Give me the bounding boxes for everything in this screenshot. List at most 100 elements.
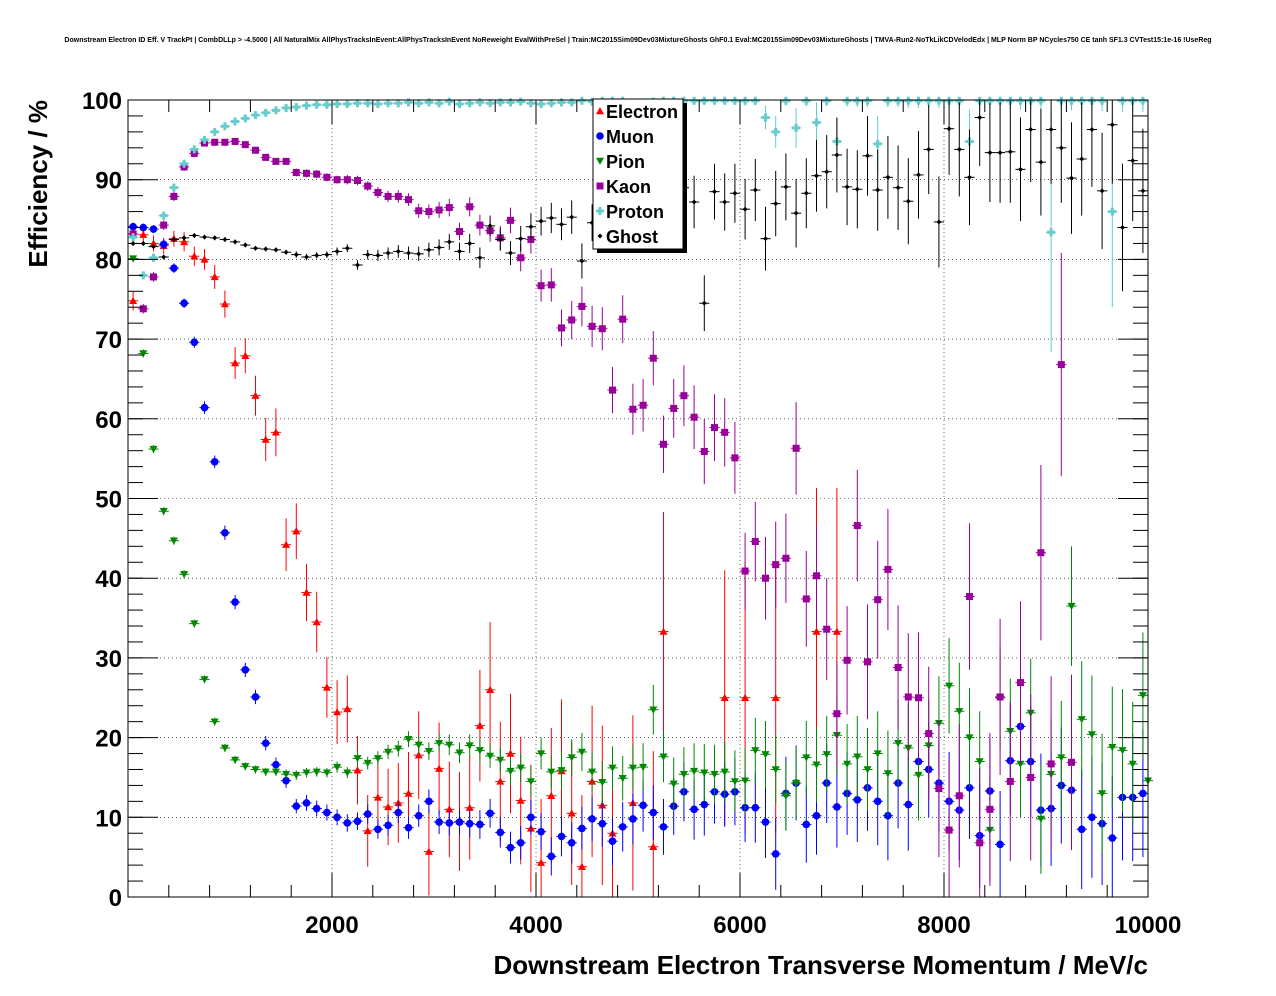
data-point xyxy=(282,776,290,785)
data-point xyxy=(996,693,1004,701)
data-point xyxy=(354,176,361,184)
data-point xyxy=(486,752,495,760)
data-point xyxy=(129,296,138,305)
data-point xyxy=(426,247,432,253)
data-point xyxy=(619,315,627,323)
data-point xyxy=(333,813,341,822)
data-point xyxy=(457,248,462,254)
y-tick-label: 80 xyxy=(95,247,122,274)
data-point xyxy=(885,174,891,180)
data-point xyxy=(1067,602,1076,611)
data-point xyxy=(486,685,495,693)
data-point xyxy=(751,538,759,546)
data-point xyxy=(445,805,454,813)
data-point xyxy=(312,804,321,813)
series-muon xyxy=(128,222,1148,897)
data-point xyxy=(618,775,627,783)
data-point xyxy=(1058,145,1064,151)
data-point xyxy=(1138,96,1147,105)
data-point xyxy=(701,300,707,306)
data-point xyxy=(966,593,973,601)
data-point xyxy=(802,96,811,105)
data-point xyxy=(169,537,178,545)
data-point xyxy=(710,96,719,105)
y-tick-label: 90 xyxy=(95,168,122,195)
data-point xyxy=(292,802,301,810)
data-point xyxy=(191,232,197,238)
data-point xyxy=(1016,96,1025,105)
x-tick-label: 10000 xyxy=(1115,912,1182,939)
data-point xyxy=(915,694,922,702)
data-point xyxy=(1027,773,1035,781)
data-point xyxy=(171,236,177,242)
data-point xyxy=(312,100,321,109)
data-point xyxy=(741,693,750,701)
data-point xyxy=(159,508,168,516)
data-point xyxy=(161,254,167,260)
data-point xyxy=(251,111,260,120)
data-point xyxy=(210,458,219,466)
data-point xyxy=(996,840,1004,849)
data-point xyxy=(261,768,270,776)
legend-label-proton: Proton xyxy=(606,202,664,222)
data-point xyxy=(577,862,586,870)
y-tick-label: 10 xyxy=(95,805,122,832)
data-point xyxy=(322,100,331,109)
data-point xyxy=(875,187,881,193)
data-point xyxy=(272,157,280,165)
data-point xyxy=(700,96,709,105)
data-point xyxy=(404,735,413,744)
data-point xyxy=(629,405,637,413)
data-point xyxy=(977,115,983,121)
data-point xyxy=(140,240,146,246)
data-point xyxy=(324,252,330,258)
data-point xyxy=(394,808,403,817)
data-point xyxy=(271,768,280,776)
data-point xyxy=(537,827,545,836)
legend-marker-kaon xyxy=(596,182,604,190)
data-point xyxy=(609,386,616,394)
data-point xyxy=(487,223,493,229)
data-point xyxy=(139,271,148,280)
data-point xyxy=(516,839,525,847)
data-point xyxy=(863,96,872,105)
data-point xyxy=(1128,760,1137,768)
data-point xyxy=(639,763,648,772)
data-point xyxy=(200,135,209,144)
data-point xyxy=(659,753,668,761)
data-point xyxy=(221,528,229,537)
data-point xyxy=(343,819,352,827)
data-point xyxy=(477,255,483,261)
data-point xyxy=(741,777,750,785)
data-point xyxy=(129,222,137,231)
data-point xyxy=(608,764,617,772)
data-point xyxy=(579,258,585,264)
data-point xyxy=(710,771,719,779)
data-point xyxy=(435,764,444,772)
data-point xyxy=(232,239,238,245)
data-point xyxy=(212,235,218,241)
data-point xyxy=(567,98,576,107)
data-point xyxy=(1036,815,1045,823)
data-point xyxy=(771,693,780,701)
data-point xyxy=(334,248,340,254)
data-point xyxy=(660,440,667,448)
data-point xyxy=(843,656,851,664)
data-point xyxy=(506,98,515,107)
data-point xyxy=(210,272,219,281)
data-point xyxy=(465,99,474,108)
data-point xyxy=(466,203,474,211)
data-point xyxy=(761,751,770,759)
data-point xyxy=(424,847,433,855)
data-point xyxy=(547,281,555,289)
data-point xyxy=(751,803,760,812)
data-point xyxy=(200,403,209,412)
data-point xyxy=(567,754,576,762)
data-point xyxy=(169,183,178,192)
data-point xyxy=(231,117,240,126)
data-point xyxy=(506,749,515,757)
data-point xyxy=(720,693,729,701)
y-tick-label: 50 xyxy=(95,487,122,514)
data-point xyxy=(1098,96,1107,105)
data-point xyxy=(1057,754,1066,762)
